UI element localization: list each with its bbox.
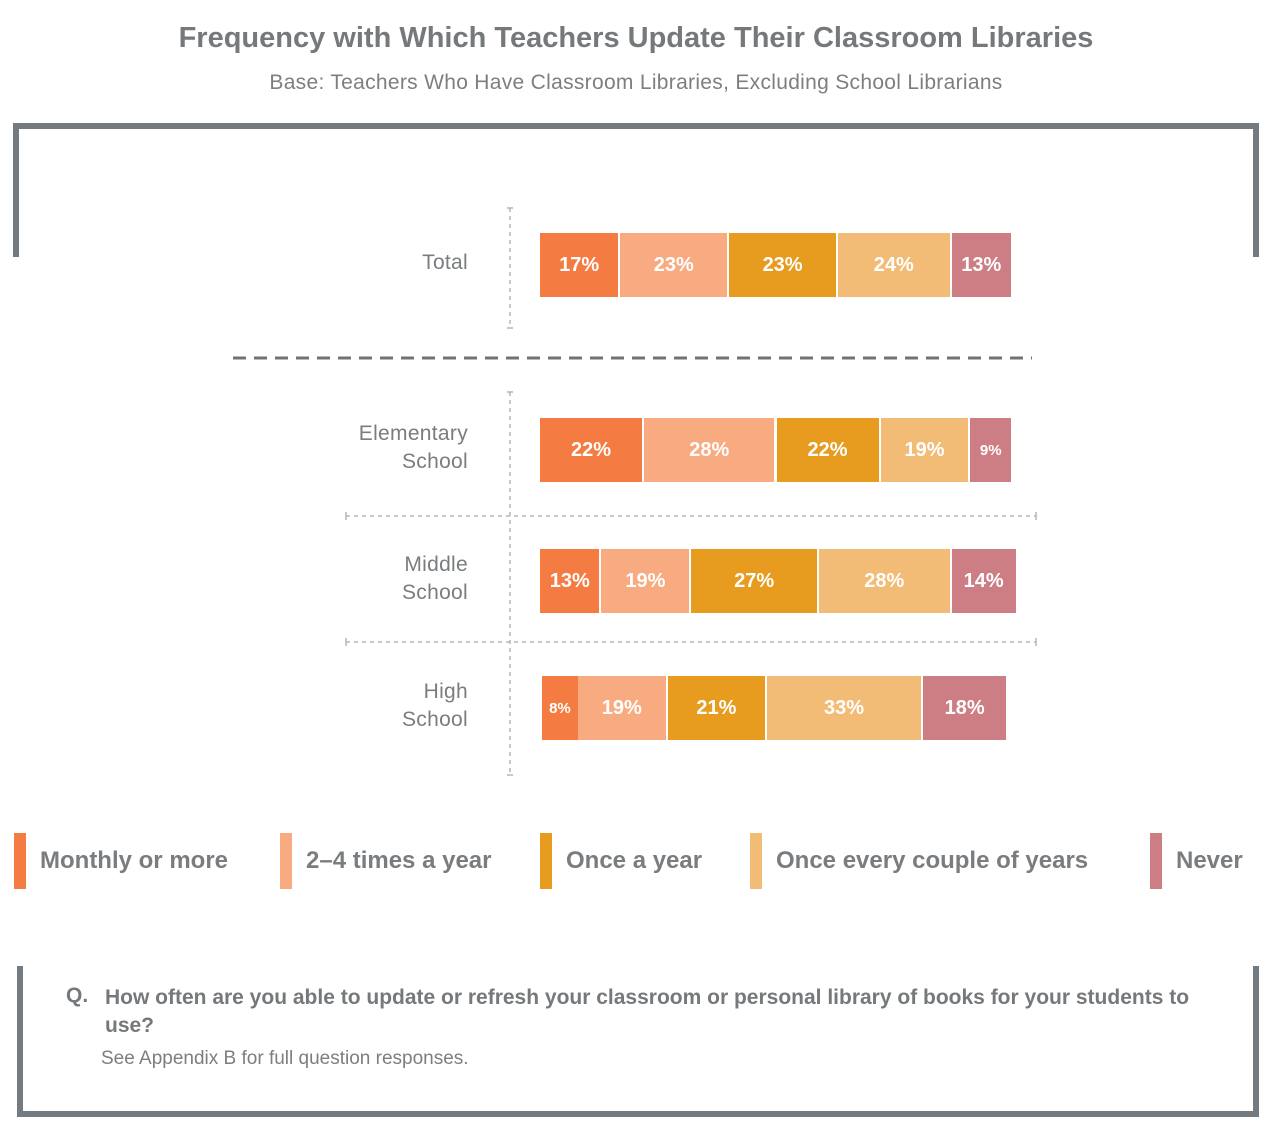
legend-swatch <box>750 833 762 889</box>
legend-item: Never <box>1150 832 1243 890</box>
category-label-line: Total <box>422 251 468 274</box>
category-label-line: School <box>401 581 468 604</box>
bar-segment: 19% <box>880 418 969 482</box>
legend-swatch <box>14 833 26 889</box>
chart-subtitle: Base: Teachers Who Have Classroom Librar… <box>269 71 1003 94</box>
legend-label: Never <box>1176 847 1243 874</box>
bar-segment: 22% <box>776 418 879 482</box>
bar-segment: 23% <box>620 233 728 297</box>
bar-segment: 27% <box>691 549 818 613</box>
bar-segment: 23% <box>729 233 836 297</box>
bar-segment: 22% <box>540 418 643 482</box>
bar-segment: 19% <box>577 676 666 740</box>
bar-segment: 9% <box>970 418 1011 482</box>
legend: Monthly or more 2–4 times a year Once a ye… <box>0 832 1270 892</box>
question-text: How often are you able to update or refr… <box>105 986 1190 1037</box>
legend-item: Once a year <box>540 832 702 890</box>
legend-item: 2–4 times a year <box>280 832 491 890</box>
category-label-line: School <box>401 450 468 473</box>
category-label: High School <box>168 678 468 734</box>
bar-segment: 24% <box>837 233 950 297</box>
category-label-line: Middle <box>404 553 468 576</box>
bar-segment: 8% <box>542 676 578 740</box>
category-label-line: High <box>423 680 468 703</box>
bar-segment: 13% <box>951 233 1011 297</box>
legend-item: Once every couple of years <box>750 832 1088 890</box>
legend-swatch <box>280 833 292 889</box>
bar-segment: 21% <box>667 676 766 740</box>
bar-segment: 19% <box>601 549 690 613</box>
category-label: Middle School <box>168 551 468 607</box>
bar-segment: 14% <box>951 549 1016 613</box>
legend-swatch <box>1150 833 1162 889</box>
question-prefix: Q. <box>66 984 89 1007</box>
bar-segment: 18% <box>923 676 1007 740</box>
legend-label: Monthly or more <box>40 847 229 874</box>
question-frame <box>17 966 1259 1117</box>
bar-segment: 33% <box>767 676 922 740</box>
legend-item: Monthly or more <box>14 832 228 890</box>
category-label-line: School <box>401 708 468 731</box>
bar-segment: 13% <box>540 549 600 613</box>
legend-label: 2–4 times a year <box>306 847 492 874</box>
bar-segment: 17% <box>540 233 619 297</box>
bar-segment: 28% <box>819 549 950 613</box>
category-label: Elementary School <box>168 420 468 476</box>
bar-segment: 28% <box>644 418 775 482</box>
legend-swatch <box>540 833 552 889</box>
chart-frame <box>13 123 1259 257</box>
question-note: See Appendix B for full question respons… <box>101 1048 469 1069</box>
category-label-line: Elementary <box>358 422 468 445</box>
chart-area <box>233 207 1037 776</box>
legend-label: Once a year <box>566 847 703 874</box>
chart-title: Frequency with Which Teachers Update The… <box>178 22 1094 54</box>
category-label: Total <box>168 249 468 277</box>
legend-label: Once every couple of years <box>776 847 1089 874</box>
